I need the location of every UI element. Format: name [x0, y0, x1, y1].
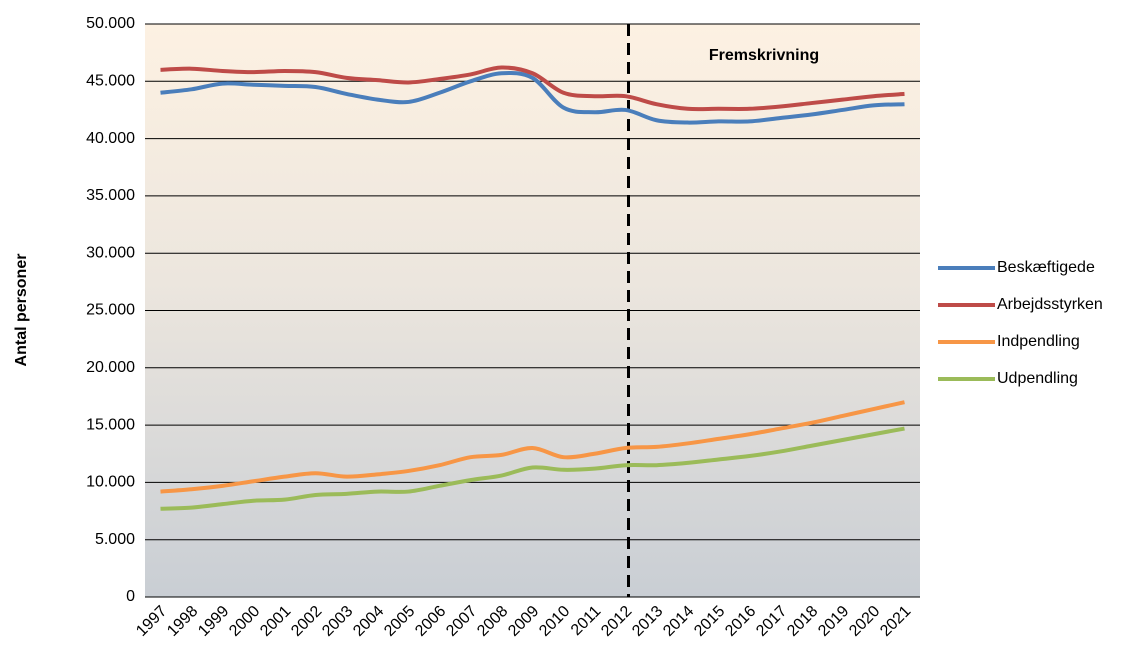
x-tick-label: 2017 — [753, 603, 790, 640]
y-tick-label: 45.000 — [86, 73, 135, 90]
x-tick-label: 2001 — [257, 603, 294, 640]
y-tick-label: 15.000 — [86, 416, 135, 433]
x-tick-label: 2002 — [288, 603, 325, 640]
y-tick-label: 50.000 — [86, 15, 135, 32]
x-tick-label: 2009 — [505, 603, 542, 640]
y-tick-label: 40.000 — [86, 130, 135, 147]
x-tick-label: 2003 — [319, 603, 356, 640]
x-tick-label: 1999 — [195, 603, 232, 640]
y-tick-label: 25.000 — [86, 302, 135, 319]
y-axis-label: Antal personer — [13, 254, 30, 367]
x-tick-label: 2005 — [381, 603, 418, 640]
x-tick-label: 2019 — [815, 603, 852, 640]
legend-label: Indpendling — [997, 333, 1080, 350]
x-tick-label: 1997 — [133, 603, 170, 640]
y-tick-label: 10.000 — [86, 474, 135, 491]
y-tick-label: 35.000 — [86, 187, 135, 204]
x-tick-label: 2016 — [722, 603, 759, 640]
y-tick-label: 30.000 — [86, 244, 135, 261]
x-tick-label: 2006 — [412, 603, 449, 640]
x-tick-label: 2020 — [846, 603, 883, 640]
x-tick-label: 2011 — [568, 603, 604, 639]
annotation: Fremskrivning — [709, 47, 819, 64]
y-tick-label: 5.000 — [95, 531, 135, 548]
y-tick-label: 20.000 — [86, 359, 135, 376]
series-line — [160, 400, 905, 494]
x-tick-label: 2012 — [598, 603, 635, 640]
x-tick-label: 2021 — [877, 603, 914, 640]
x-tick-label: 2010 — [536, 603, 573, 640]
x-tick-label: 2004 — [350, 603, 387, 640]
x-tick-label: 2013 — [629, 603, 666, 640]
x-tick-label: 2018 — [784, 603, 821, 640]
x-tick-label: 2008 — [474, 603, 511, 640]
legend-label: Beskæftigede — [997, 259, 1095, 276]
x-tick-label: 2000 — [226, 603, 263, 640]
legend-label: Arbejdsstyrken — [997, 296, 1103, 313]
x-tick-label: 1998 — [164, 603, 201, 640]
x-tick-label: 2014 — [660, 603, 697, 640]
series-line — [160, 65, 905, 112]
x-tick-label: 2015 — [691, 603, 728, 640]
series-line — [160, 70, 905, 125]
legend-label: Udpendling — [997, 370, 1078, 387]
series-line — [160, 426, 905, 511]
x-tick-label: 2007 — [443, 603, 480, 640]
y-tick-label: 0 — [126, 588, 135, 605]
